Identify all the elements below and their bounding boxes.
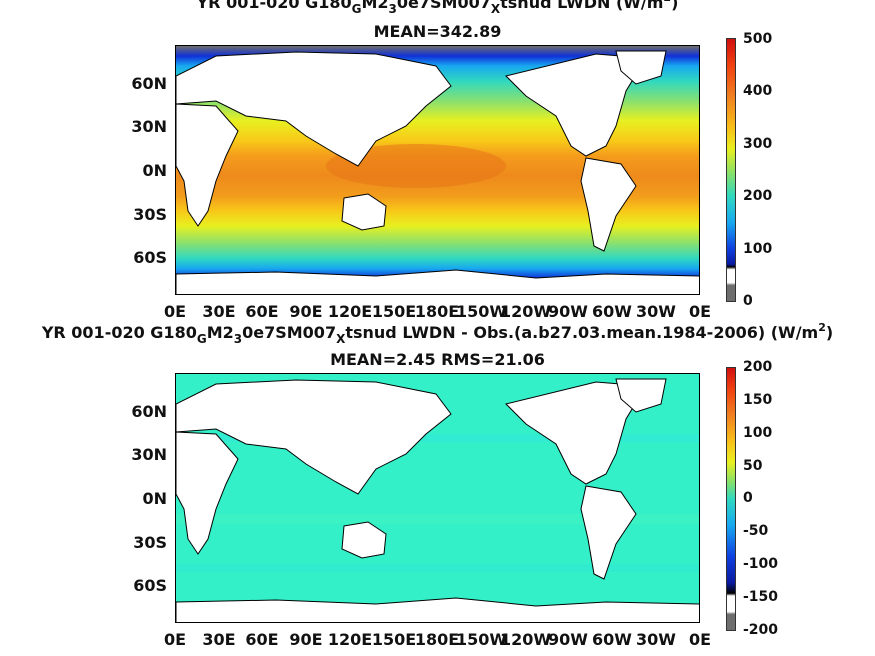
panel2-colorbar-tick: 150 <box>743 392 773 408</box>
panel2-lon-label: 150W <box>456 630 508 649</box>
south-america-land <box>580 157 637 252</box>
panel2-colorbar-tick: 200 <box>743 359 773 375</box>
panel1-lon-label: 120E <box>327 302 373 321</box>
anomaly-band <box>176 564 699 572</box>
panel1-colorbar-tick: 400 <box>743 83 773 99</box>
panel2-colorbar-tick: -150 <box>743 589 779 605</box>
panel1-lat-label: 30N <box>131 117 167 136</box>
panel1-lon-label: 30W <box>636 302 676 321</box>
panel1-lat-label: 60N <box>131 74 167 93</box>
panel2-lon-label: 120E <box>327 630 373 649</box>
panel1-lat-label: 30S <box>133 205 167 224</box>
panel2-lat-label: 60S <box>133 576 167 595</box>
panel2-lon-label: 120W <box>500 630 552 649</box>
panel1-colorbar-tick: 200 <box>743 188 773 204</box>
panel2-lon-label: 90W <box>548 630 588 649</box>
panel2-colorbar-tick: -100 <box>743 556 779 572</box>
africa-land <box>176 103 239 227</box>
eurasia-land <box>176 379 452 495</box>
panel1-map <box>175 45 700 295</box>
greenland-land <box>615 50 667 85</box>
panel1-lon-label: 120W <box>500 302 552 321</box>
panel2-map-svg <box>176 374 699 622</box>
panel2-lon-label: 60W <box>592 630 632 649</box>
anomaly-band <box>176 514 699 524</box>
panel1-colorbar-tick: 500 <box>743 31 773 47</box>
panel1-lon-label: 30E <box>202 302 236 321</box>
panel2-lon-label: 0E <box>688 630 712 649</box>
panel2-lat-label: 60N <box>131 402 167 421</box>
panel2-colorbar-tick: 50 <box>743 458 763 474</box>
australia-land <box>341 521 387 559</box>
panel2-lat-label: 0N <box>142 489 167 508</box>
south-america-land <box>580 485 637 580</box>
africa-land <box>176 431 239 555</box>
panel2-lon-label: 0E <box>163 630 187 649</box>
panel1-lon-label: 60W <box>592 302 632 321</box>
panel1-lon-label: 150W <box>456 302 508 321</box>
panel1-colorbar-tick: 100 <box>743 241 773 257</box>
panel1-lat-label: 0N <box>142 161 167 180</box>
continents <box>176 50 699 294</box>
eurasia-land <box>176 51 452 167</box>
warm-pool-shading <box>326 144 506 188</box>
anomaly-band <box>176 434 699 442</box>
australia-land <box>341 193 387 231</box>
panel2-colorbar-tick: 0 <box>743 490 753 506</box>
panel2-lon-label: 30E <box>202 630 236 649</box>
panel2-lon-label: 150E <box>371 630 417 649</box>
panel1-lon-label: 0E <box>688 302 712 321</box>
panel2-lat-label: 30S <box>133 533 167 552</box>
panel1-colorbar-tick: 300 <box>743 136 773 152</box>
greenland-land <box>615 378 667 413</box>
antarctica-land <box>176 597 699 622</box>
panel2-lon-label: 90E <box>289 630 323 649</box>
panel1-mean-label: MEAN=342.89 <box>373 22 502 41</box>
panel2-title: YR 001-020 G180GM230e7SM007Xtsnud LWDN -… <box>41 321 834 346</box>
continents <box>176 378 699 622</box>
panel2-lon-label: 180E <box>414 630 460 649</box>
panel2-lon-label: 30W <box>636 630 676 649</box>
panel2-mean-rms-label: MEAN=2.45 RMS=21.06 <box>330 350 545 369</box>
panel1-title: YR 001-020 G180GM230e7SM007Xtsnud LWDN (… <box>196 0 679 16</box>
panel1-lon-label: 180E <box>414 302 460 321</box>
panel1-lon-label: 90E <box>289 302 323 321</box>
panel1-lat-label: 60S <box>133 248 167 267</box>
panel2-colorbar-tick: -200 <box>743 622 779 638</box>
panel2-colorbar-tick: 100 <box>743 425 773 441</box>
panel2-map <box>175 373 700 623</box>
panel1-lon-label: 90W <box>548 302 588 321</box>
panel2-lat-label: 30N <box>131 445 167 464</box>
panel1-map-svg <box>176 46 699 294</box>
panel1-colorbar-tick: 0 <box>743 293 753 309</box>
panel1-lon-label: 150E <box>371 302 417 321</box>
panel2-colorbar-tick: -50 <box>743 523 769 539</box>
panel1-colorbar <box>726 38 736 302</box>
panel2-lon-label: 60E <box>245 630 279 649</box>
panel1-lon-label: 60E <box>245 302 279 321</box>
panel1-lon-label: 0E <box>163 302 187 321</box>
panel2-colorbar <box>726 367 736 631</box>
antarctica-land <box>176 269 699 294</box>
